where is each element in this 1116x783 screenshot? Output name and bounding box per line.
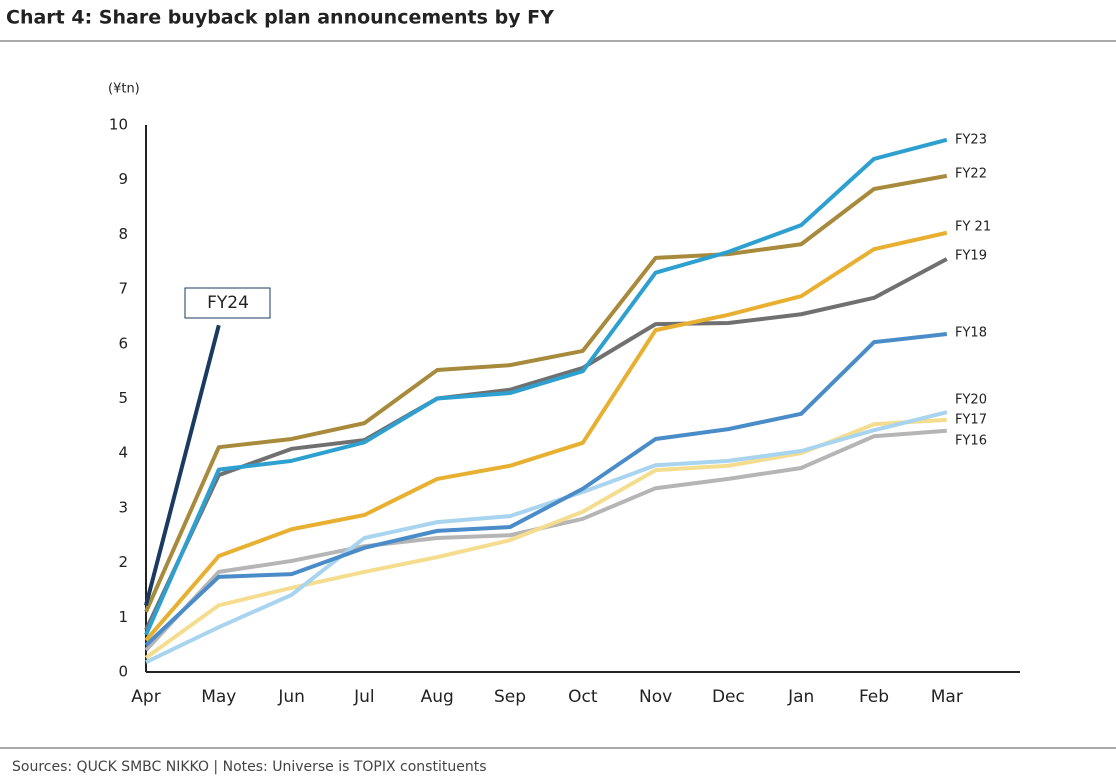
y-tick-label: 10 [109, 116, 128, 134]
series-label: FY24 [207, 293, 249, 313]
series-line [144, 257, 948, 631]
y-tick-label: 7 [118, 280, 128, 298]
series-label: FY17 [955, 413, 987, 428]
y-tick-label: 8 [118, 225, 128, 243]
x-tick-label: May [201, 687, 236, 707]
series-line [144, 230, 948, 642]
x-tick-label: Apr [131, 687, 160, 707]
y-tick-label: 0 [118, 663, 128, 681]
series-line [144, 173, 948, 613]
series-label: FY23 [955, 133, 987, 148]
x-tick-label: Aug [421, 687, 454, 707]
y-tick-label: 6 [118, 334, 128, 352]
y-tick-label: 1 [118, 608, 128, 626]
series-line [144, 331, 948, 647]
x-tick-label: Jun [277, 687, 305, 707]
x-tick-label: Sep [494, 687, 526, 707]
x-tick-label: Jul [353, 687, 375, 707]
unit-label: (¥tn) [108, 82, 140, 97]
y-tick-label: 3 [118, 498, 128, 516]
series-label: FY18 [955, 326, 987, 341]
series-line [144, 324, 221, 606]
y-tick-label: 9 [118, 170, 128, 188]
x-tick-label: Oct [568, 687, 598, 707]
chart-title: Chart 4: Share buyback plan announcement… [6, 7, 554, 29]
x-tick-label: Mar [931, 687, 963, 707]
x-tick-label: Feb [859, 687, 889, 707]
y-tick-label: 2 [118, 553, 128, 571]
x-tick-label: Nov [639, 687, 672, 707]
series-line [145, 410, 948, 664]
series-label: FY22 [955, 167, 987, 182]
x-tick-label: Dec [712, 687, 745, 707]
series-line [144, 137, 948, 636]
series-label: FY16 [955, 434, 987, 449]
y-tick-label: 4 [118, 444, 128, 462]
series-label: FY19 [955, 249, 987, 264]
y-tick-label: 5 [118, 389, 128, 407]
source-note: Sources: QUCK SMBC NIKKO | Notes: Univer… [12, 759, 486, 775]
x-tick-label: Jan [787, 687, 814, 707]
series-label: FY 21 [955, 220, 991, 235]
series-label: FY20 [955, 393, 987, 408]
series-label-box [184, 287, 271, 319]
